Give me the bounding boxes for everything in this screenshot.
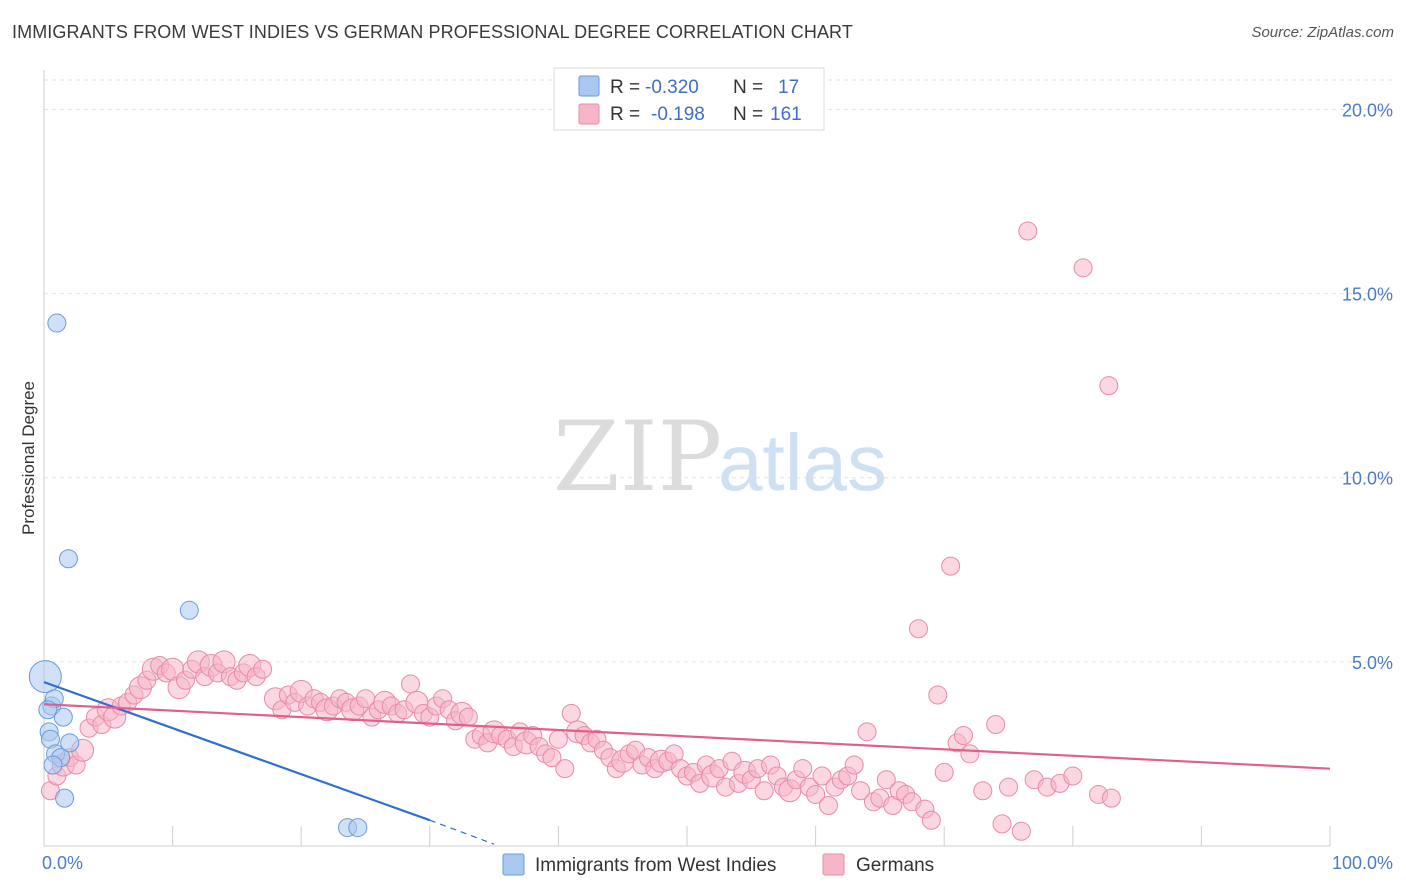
data-point bbox=[1099, 376, 1119, 396]
data-point bbox=[53, 707, 73, 727]
bottom-legend-swatch-germans bbox=[822, 853, 845, 876]
data-point bbox=[253, 659, 273, 679]
data-point bbox=[548, 729, 568, 749]
legend-r-value-1: -0.320 bbox=[645, 77, 699, 98]
data-point bbox=[555, 759, 575, 779]
data-point bbox=[921, 810, 941, 830]
trend-line bbox=[43, 681, 431, 822]
data-point bbox=[58, 549, 78, 569]
watermark-atlas: atlas bbox=[718, 418, 887, 507]
data-point bbox=[179, 600, 199, 620]
data-point bbox=[908, 619, 928, 639]
data-point bbox=[928, 685, 948, 705]
data-point bbox=[1101, 788, 1121, 808]
trend-lines bbox=[43, 681, 1331, 845]
data-point bbox=[986, 714, 1006, 734]
watermark-zip: ZIP bbox=[553, 401, 722, 513]
legend-n-value-1: 17 bbox=[778, 77, 799, 98]
data-point bbox=[47, 313, 67, 333]
trend-line bbox=[43, 703, 1331, 770]
trend-line-extension bbox=[429, 819, 495, 845]
legend: R = -0.320 N = 17 R = -0.198 N = 161 bbox=[553, 67, 825, 131]
source-label: Source: ZipAtlas.com bbox=[1251, 24, 1394, 41]
x-tick-label-max: 100.0% bbox=[1332, 853, 1393, 873]
data-point bbox=[542, 748, 562, 768]
data-point bbox=[818, 795, 838, 815]
y-tick-label: 10.0% bbox=[1342, 469, 1393, 489]
y-tick-label: 15.0% bbox=[1342, 285, 1393, 305]
data-point bbox=[793, 759, 813, 779]
legend-r-value-2: -0.198 bbox=[651, 104, 705, 125]
data-point bbox=[28, 660, 62, 694]
data-point bbox=[999, 777, 1018, 797]
data-point bbox=[1011, 821, 1031, 841]
bottom-legend: Immigrants from West Indies Germans bbox=[502, 853, 934, 876]
data-point bbox=[857, 722, 877, 742]
data-point bbox=[806, 784, 826, 804]
grid-lines bbox=[44, 79, 1393, 663]
data-point bbox=[953, 726, 973, 746]
y-axis-title: Professional Degree bbox=[19, 381, 38, 535]
data-point bbox=[992, 814, 1012, 834]
data-point bbox=[960, 744, 980, 764]
legend-n-label-2: N = bbox=[733, 104, 763, 125]
x-tick-label-min: 0.0% bbox=[42, 853, 83, 873]
legend-r-label-2: R = bbox=[610, 104, 640, 125]
data-point bbox=[812, 766, 832, 786]
data-point bbox=[458, 707, 478, 727]
bottom-legend-label-west-indies: Immigrants from West Indies bbox=[535, 855, 776, 876]
data-point bbox=[1063, 766, 1083, 786]
data-point bbox=[348, 818, 368, 838]
data-point bbox=[1018, 221, 1038, 241]
data-point bbox=[754, 781, 774, 801]
legend-swatch-germans bbox=[578, 103, 600, 125]
data-point bbox=[973, 781, 993, 801]
data-point bbox=[561, 703, 581, 723]
y-tick-label: 20.0% bbox=[1342, 100, 1393, 120]
x-ticks bbox=[43, 826, 1331, 846]
series-west-indies bbox=[28, 313, 368, 838]
data-point bbox=[876, 770, 896, 790]
data-point bbox=[1073, 258, 1093, 278]
data-point bbox=[941, 556, 961, 576]
series-germans bbox=[40, 221, 1121, 841]
y-tick-labels: 5.0% 10.0% 15.0% 20.0% bbox=[1342, 100, 1393, 672]
data-point bbox=[934, 762, 954, 782]
data-point bbox=[55, 788, 75, 808]
data-point bbox=[401, 674, 421, 694]
data-point bbox=[43, 755, 63, 775]
legend-n-value-2: 161 bbox=[770, 104, 802, 125]
chart-title: IMMIGRANTS FROM WEST INDIES VS GERMAN PR… bbox=[12, 22, 853, 42]
bottom-legend-swatch-west-indies bbox=[502, 853, 525, 876]
legend-n-label-1: N = bbox=[733, 77, 763, 98]
data-point bbox=[60, 733, 80, 753]
data-point bbox=[851, 781, 871, 801]
bottom-legend-label-germans: Germans bbox=[856, 855, 934, 876]
legend-r-label-1: R = bbox=[610, 77, 640, 98]
data-point bbox=[844, 755, 864, 775]
legend-swatch-west-indies bbox=[578, 75, 600, 97]
y-tick-label: 5.0% bbox=[1352, 653, 1393, 673]
